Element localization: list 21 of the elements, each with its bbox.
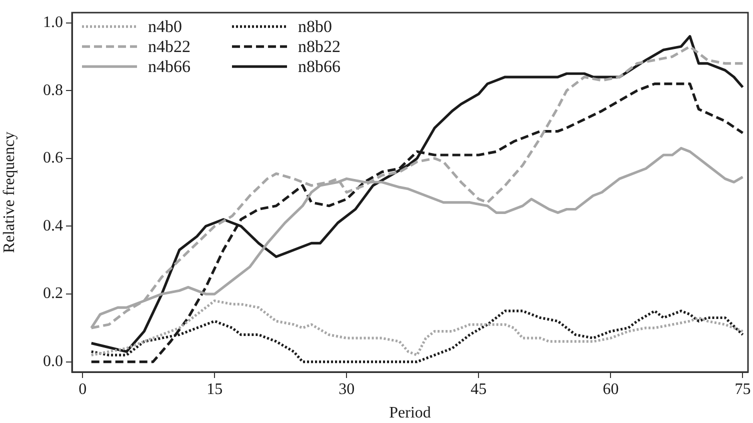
x-tick-label: 0 [78, 380, 87, 398]
x-axis-title: Period [389, 404, 431, 422]
y-tick-label: 0.6 [43, 150, 63, 167]
y-tick-label: 0.8 [43, 82, 63, 99]
y-tick-label: 1.0 [43, 14, 63, 31]
legend-label: n8b0 [298, 17, 332, 36]
legend-label: n4b0 [148, 17, 182, 36]
legend-label: n8b66 [298, 57, 340, 76]
y-axis-title: Relative frequency [0, 132, 18, 253]
y-tick-label: 0.0 [43, 353, 63, 370]
legend-label: n4b22 [148, 37, 190, 56]
x-tick-label: 45 [470, 380, 487, 398]
y-tick-label: 0.2 [43, 285, 63, 302]
x-tick-label: 60 [602, 380, 619, 398]
legend-label: n4b66 [148, 57, 190, 76]
x-tick-label: 30 [338, 380, 355, 398]
legend-label: n8b22 [298, 37, 340, 56]
y-tick-label: 0.4 [43, 217, 63, 234]
x-tick-label: 15 [206, 380, 223, 398]
line-series [90, 300, 744, 356]
x-tick-label: 75 [734, 380, 751, 398]
